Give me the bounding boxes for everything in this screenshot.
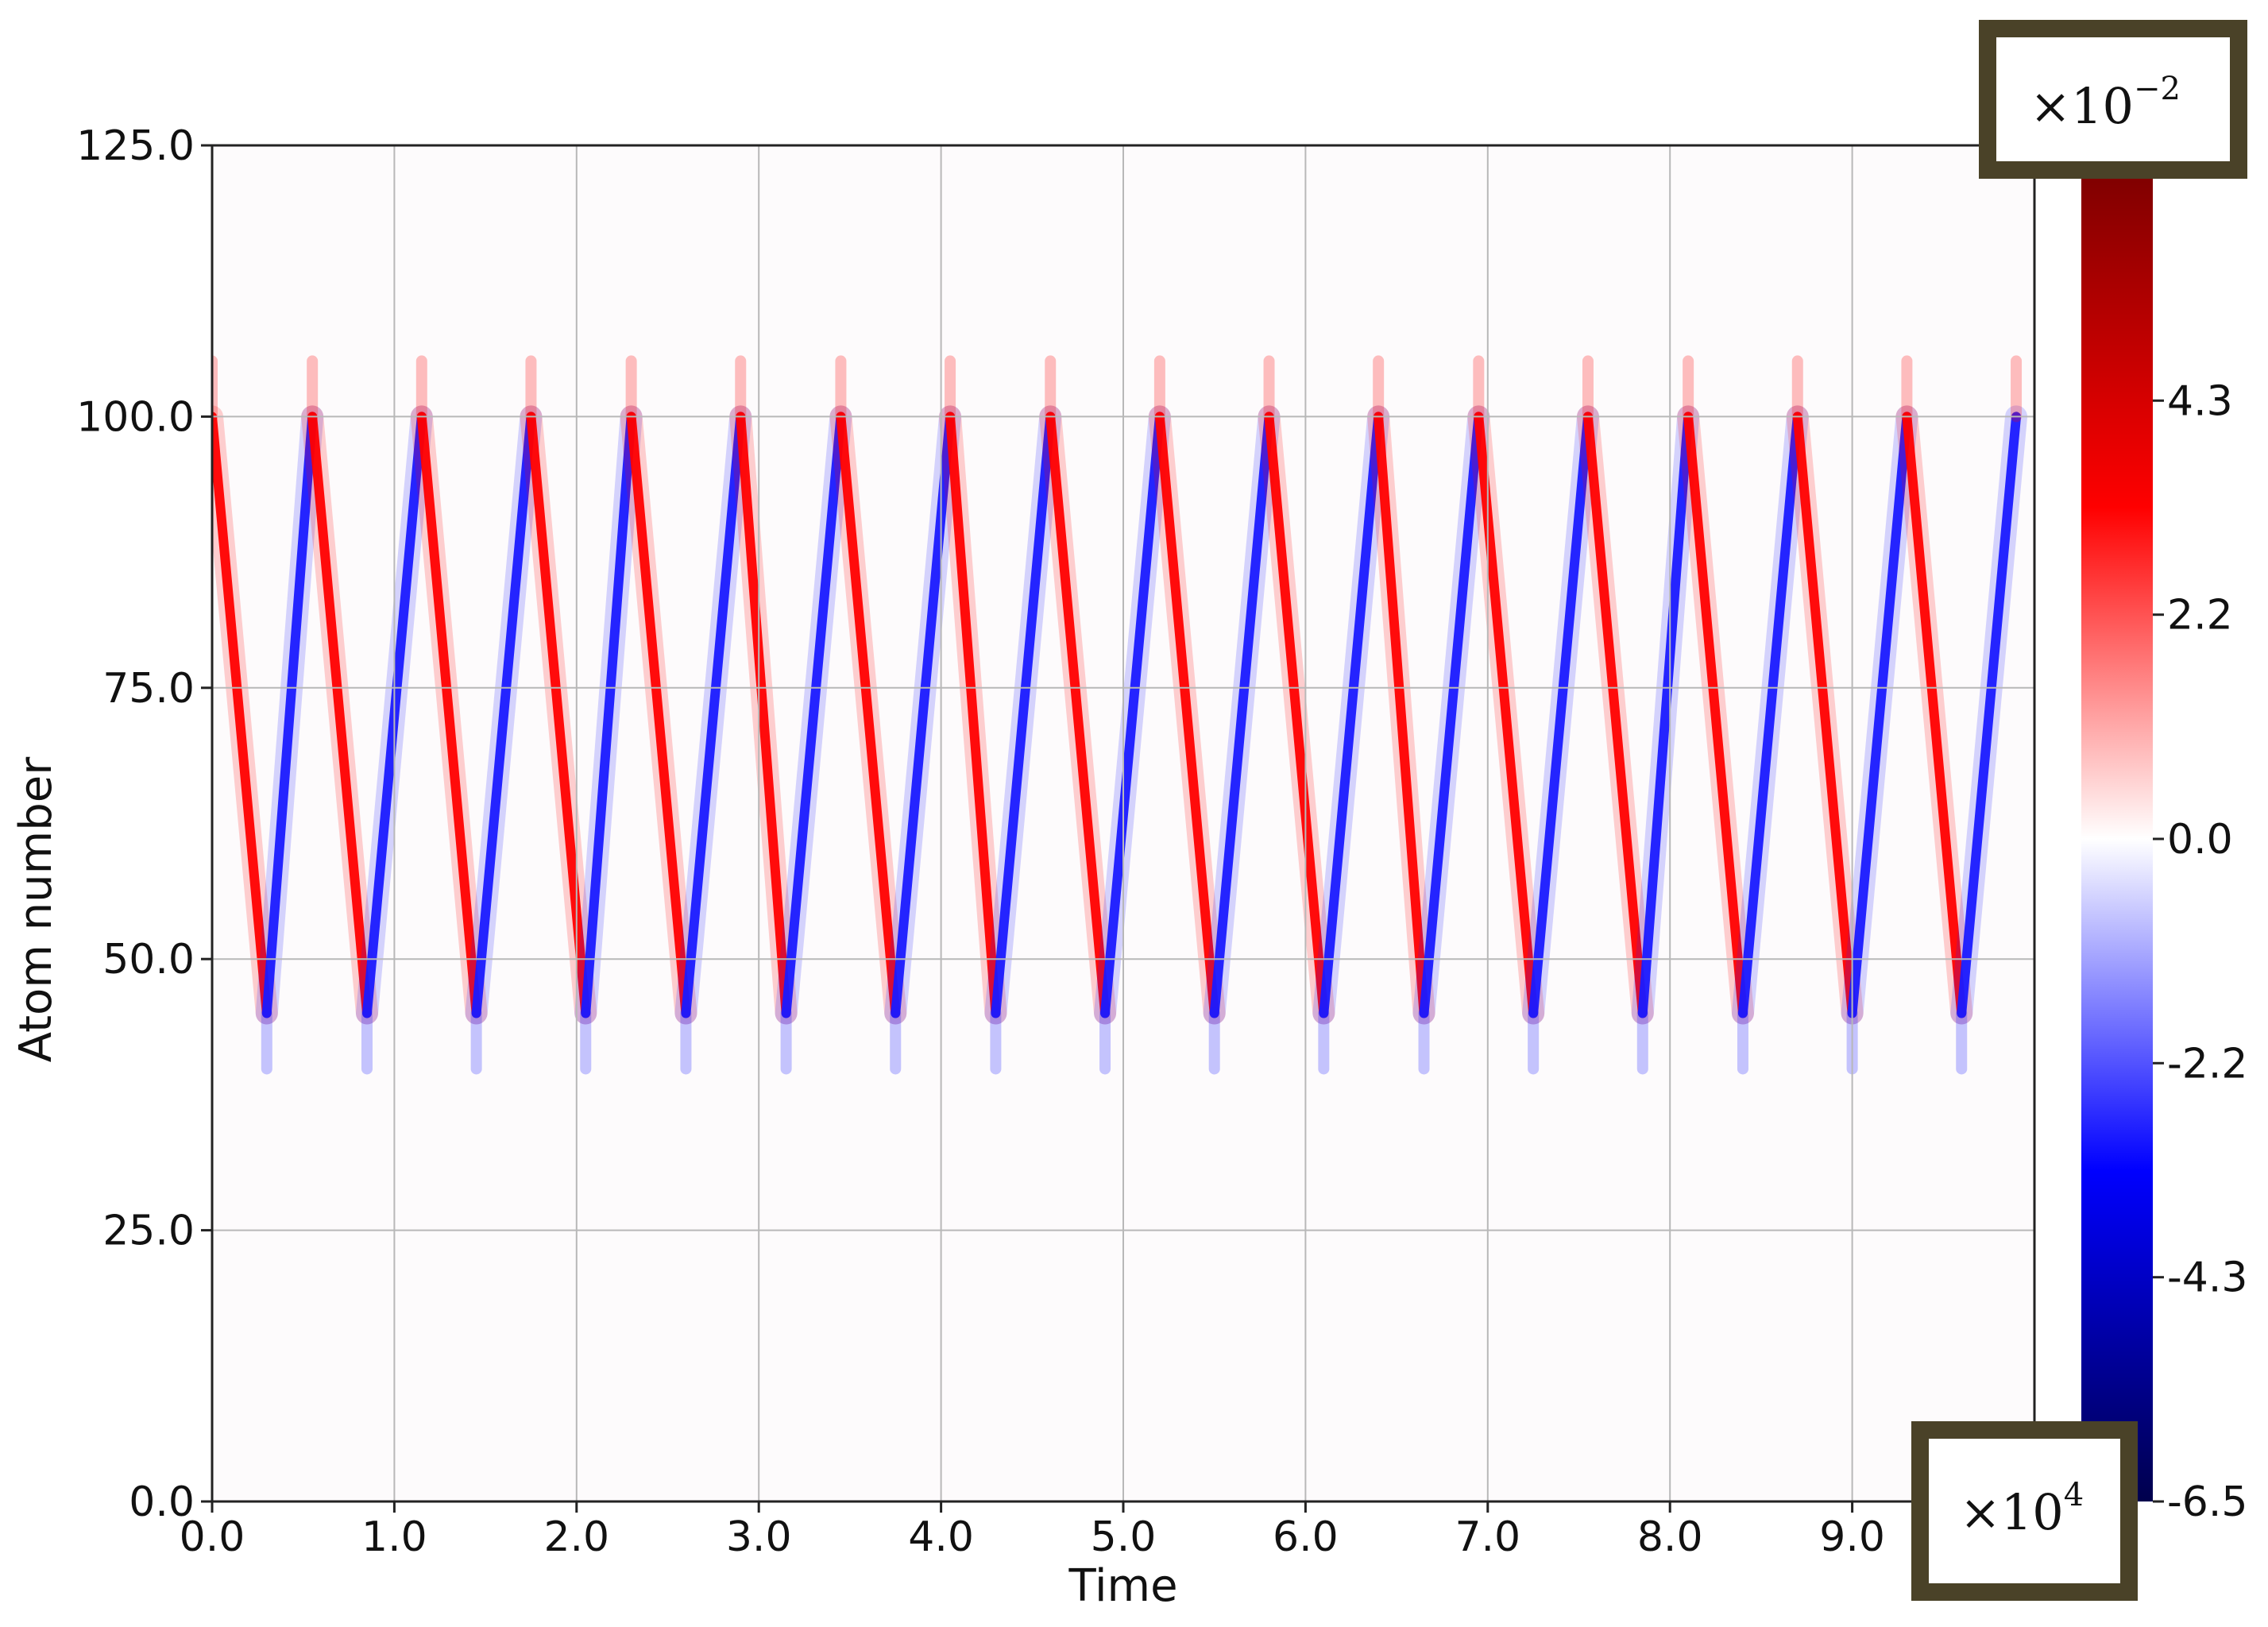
heat-band	[736, 412, 791, 1018]
x-tick-label: 9.0	[1819, 1513, 1885, 1561]
colorbar-tick-label: 0.0	[2167, 816, 2233, 864]
heat-band	[1528, 412, 1593, 1018]
heat-band	[581, 412, 636, 1018]
heat-band	[1902, 412, 1967, 1018]
y-tick-label: 50.0	[102, 936, 195, 984]
heat-band	[261, 412, 318, 1018]
colorbar-tick-label: -4.3	[2167, 1254, 2247, 1302]
x-axis-ticks: 0.0 1.0 2.0 3.0 4.0 5.0 6.0 7.0 8.0 9.0	[180, 1501, 1885, 1561]
heat-band	[471, 412, 536, 1018]
heat-band	[1419, 412, 1484, 1018]
heat-band	[416, 412, 481, 1018]
heat-band	[945, 412, 1001, 1018]
heat-band	[212, 412, 272, 1018]
colorbar-tick-label: -6.5	[2167, 1478, 2247, 1526]
x-tick-label: 6.0	[1273, 1513, 1339, 1561]
x-tick-label: 3.0	[726, 1513, 792, 1561]
heat-band	[1045, 412, 1111, 1018]
heat-band	[1683, 412, 1748, 1018]
x-tick-label: 8.0	[1637, 1513, 1703, 1561]
heat-band	[1209, 412, 1274, 1018]
heat-band	[681, 412, 746, 1018]
heat-band	[1374, 412, 1429, 1018]
x-multiplier-base: ×10	[1960, 1483, 2064, 1541]
y-tick-label: 100.0	[76, 393, 195, 441]
svg-text:×10−2: ×10−2	[2030, 71, 2181, 135]
x-axis-title: Time	[1068, 1560, 1177, 1612]
heat-band	[1154, 412, 1219, 1018]
heat-band	[1957, 412, 2022, 1018]
colorbar-multiplier: ×10−2	[1979, 20, 2247, 179]
colorbar-multiplier-base: ×10	[2030, 77, 2134, 135]
x-tick-label: 0.0	[180, 1513, 245, 1561]
y-tick-label: 125.0	[76, 122, 195, 170]
colorbar	[2081, 176, 2153, 1501]
heatmap-image	[212, 355, 2028, 1075]
heat-band	[1264, 412, 1329, 1018]
colorbar-ticks: 4.3 2.2 0.0 -2.2 -4.3 -6.5	[2153, 377, 2247, 1526]
x-multiplier-exp: 4	[2064, 1477, 2084, 1513]
y-tick-label: 0.0	[129, 1478, 195, 1526]
heat-band	[1637, 412, 1694, 1018]
heat-band	[1582, 412, 1648, 1018]
heat-band	[307, 412, 372, 1018]
y-axis-title: Atom number	[10, 756, 62, 1062]
heat-band	[1319, 412, 1384, 1018]
x-tick-label: 7.0	[1455, 1513, 1520, 1561]
y-axis-ticks: 0.0 25.0 50.0 75.0 100.0 125.0	[76, 122, 212, 1526]
heat-band	[1737, 412, 1802, 1018]
heat-band	[991, 412, 1056, 1018]
x-tick-label: 1.0	[361, 1513, 427, 1561]
y-tick-label: 25.0	[102, 1208, 195, 1255]
heat-band	[1792, 412, 1857, 1018]
heat-band	[626, 412, 691, 1018]
colorbar-tick-label: 2.2	[2167, 592, 2233, 640]
heat-band	[781, 412, 846, 1018]
x-tick-label: 4.0	[908, 1513, 974, 1561]
heat-band	[836, 412, 901, 1018]
x-tick-label: 5.0	[1091, 1513, 1157, 1561]
colorbar-tick-label: 4.3	[2167, 377, 2233, 425]
heat-band	[1100, 412, 1165, 1018]
x-tick-label: 2.0	[543, 1513, 609, 1561]
colorbar-tick-label: -2.2	[2167, 1040, 2247, 1088]
heat-band	[1847, 412, 1912, 1018]
svg-text:×104: ×104	[1960, 1477, 2084, 1541]
colorbar-multiplier-exp: −2	[2134, 71, 2181, 107]
y-tick-label: 75.0	[102, 665, 195, 713]
x-axis-multiplier: ×104	[1911, 1421, 2138, 1601]
